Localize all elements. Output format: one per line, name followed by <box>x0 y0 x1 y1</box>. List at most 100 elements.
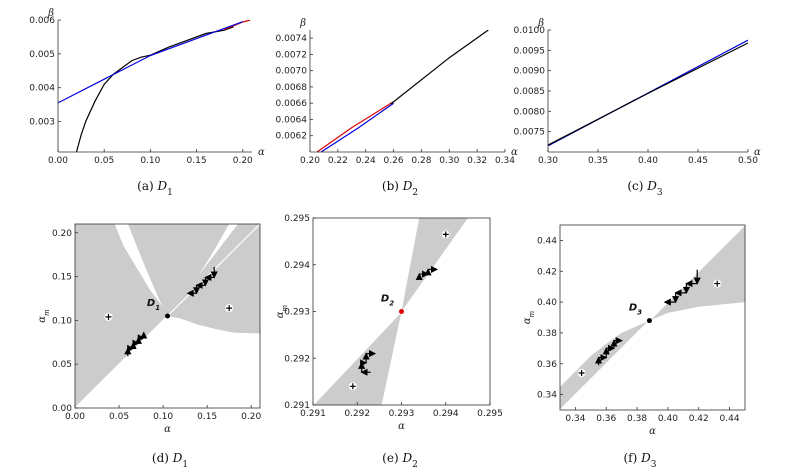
diagonal-line <box>560 225 745 410</box>
y-tick-label: 0.0100 <box>514 26 546 36</box>
panel-c: 0.30 0.35 0.40 0.45 0.50 0.0075 0.0080 0.0085 0.… <box>514 18 762 198</box>
x-tick-label: 0.20 <box>233 156 253 166</box>
x-tick-label: 0.40 <box>638 156 658 166</box>
x-axis-label: α <box>164 424 171 435</box>
series-line-black <box>390 30 489 105</box>
y-tick-label: 0.295 <box>284 214 310 224</box>
y-tick-label: 0.0075 <box>514 128 546 138</box>
y-tick-label: 0.15 <box>52 273 72 283</box>
y-tick-label: 0.0074 <box>276 34 308 44</box>
plot-area <box>316 30 489 152</box>
plot-area <box>75 224 260 408</box>
panel-d: D1 0.00 0.05 0.10 0.15 0.20 0.00 0.05 0.10 0.15 0.… <box>37 223 261 470</box>
plot-frame <box>74 223 261 409</box>
plot-frame <box>559 224 746 411</box>
x-tick-label: 0.00 <box>65 412 85 422</box>
panel-f: D3 0.34 0.36 0.38 0.40 0.42 0.44 0.34 0.36 0.38 0.… <box>522 224 746 470</box>
panel-caption: (c) D3 <box>627 179 663 198</box>
x-tick-label: 0.34 <box>495 156 515 166</box>
y-tick-label: 0.0095 <box>514 46 546 56</box>
y-tick-label: 0.00 <box>52 404 72 414</box>
y-axis-label: β <box>47 8 54 19</box>
panel-a: 0.00 0.05 0.10 0.15 0.20 0.003 0.004 0.005 0.006… <box>29 8 265 198</box>
plus-marker-1 <box>226 305 233 312</box>
plus-marker-0 <box>578 370 585 376</box>
y-tick-label: 0.10 <box>52 316 72 326</box>
x-tick-label: 0.10 <box>153 412 173 422</box>
panel-caption: (e) D2 <box>382 451 418 470</box>
equilibrium-point <box>646 318 652 324</box>
y-tick-label: 0.44 <box>537 236 557 246</box>
y-tick-label: 0.36 <box>537 360 557 370</box>
x-tick-label: 0.15 <box>187 156 207 166</box>
shaded-region-2 <box>401 218 466 312</box>
y-tick-label: 0.003 <box>29 118 55 128</box>
x-tick-label: 0.28 <box>411 156 431 166</box>
x-tick-label: 0.24 <box>356 156 376 166</box>
x-tick-label: 0.26 <box>384 156 404 166</box>
x-tick-label: 0.294 <box>433 409 459 419</box>
y-tick-label: 0.38 <box>537 329 557 339</box>
y-tick-label: 0.006 <box>29 16 55 26</box>
x-tick-label: 0.00 <box>48 156 68 166</box>
plus-marker-0 <box>105 313 112 320</box>
plot-area <box>548 39 748 147</box>
y-tick-label: 0.0068 <box>276 83 308 93</box>
x-tick-label: 0.36 <box>596 414 616 424</box>
x-tick-label: 0.40 <box>658 414 678 424</box>
x-tick-label: 0.38 <box>627 414 647 424</box>
x-tick-label: 0.22 <box>328 156 348 166</box>
x-tick-label: 0.45 <box>688 156 708 166</box>
y-tick-label: 0.0070 <box>276 67 308 77</box>
plus-marker-1 <box>442 231 449 238</box>
x-axis-label: α <box>258 147 265 158</box>
x-tick-label: 0.05 <box>109 412 129 422</box>
y-tick-label: 0.005 <box>29 50 55 60</box>
y-tick-label: 0.42 <box>537 267 557 277</box>
shaded-region-0 <box>75 224 168 408</box>
panel-caption: (a) D1 <box>137 179 173 198</box>
series-line-blue <box>320 102 394 152</box>
series-line-red <box>224 20 251 31</box>
shaded-region-2 <box>127 224 230 316</box>
panel-b: 0.20 0.22 0.24 0.26 0.28 0.30 0.32 0.34 0.0062 0.… <box>276 18 519 198</box>
x-axis-label: α <box>511 147 518 158</box>
y-tick-label: 0.20 <box>52 229 72 239</box>
y-tick-label: 0.291 <box>284 401 310 411</box>
series-line-black <box>548 42 748 146</box>
y-axis-label: β <box>537 18 544 29</box>
series-line-red <box>316 101 394 152</box>
x-tick-label: 0.42 <box>689 414 709 424</box>
y-tick-label: 0.293 <box>284 308 310 318</box>
x-tick-label: 0.32 <box>467 156 487 166</box>
x-tick-label: 0.50 <box>738 156 758 166</box>
y-tick-label: 0.40 <box>537 298 557 308</box>
x-axis-label: α <box>649 426 656 437</box>
y-axis-label: β <box>299 18 306 29</box>
y-tick-label: 0.294 <box>284 261 310 271</box>
panel-caption: (f) D3 <box>624 451 657 470</box>
x-tick-label: 0.34 <box>565 414 585 424</box>
plus-marker-0 <box>349 383 356 390</box>
equilibrium-point <box>399 309 404 314</box>
y-tick-label: 0.292 <box>284 354 310 364</box>
y-tick-label: 0.0066 <box>276 99 308 109</box>
x-tick-label: 0.44 <box>720 414 740 424</box>
x-tick-label: 0.35 <box>588 156 608 166</box>
x-tick-label: 0.292 <box>344 409 370 419</box>
x-tick-label: 0.291 <box>300 409 326 419</box>
x-tick-label: 0.10 <box>140 156 160 166</box>
x-tick-label: 0.30 <box>538 156 558 166</box>
shaded-region-1 <box>167 224 260 334</box>
y-axis-label: αm <box>275 304 289 318</box>
equilibrium-label: D3 <box>629 303 642 317</box>
y-tick-label: 0.0072 <box>276 50 308 60</box>
y-tick-label: 0.0064 <box>276 115 308 125</box>
panel-caption: (b) D2 <box>382 179 418 198</box>
series-line-black <box>75 26 234 152</box>
equilibrium-label: D2 <box>381 294 394 308</box>
plus-marker-1 <box>714 280 721 287</box>
y-tick-label: 0.0090 <box>514 67 546 77</box>
x-tick-label: 0.30 <box>439 156 459 166</box>
